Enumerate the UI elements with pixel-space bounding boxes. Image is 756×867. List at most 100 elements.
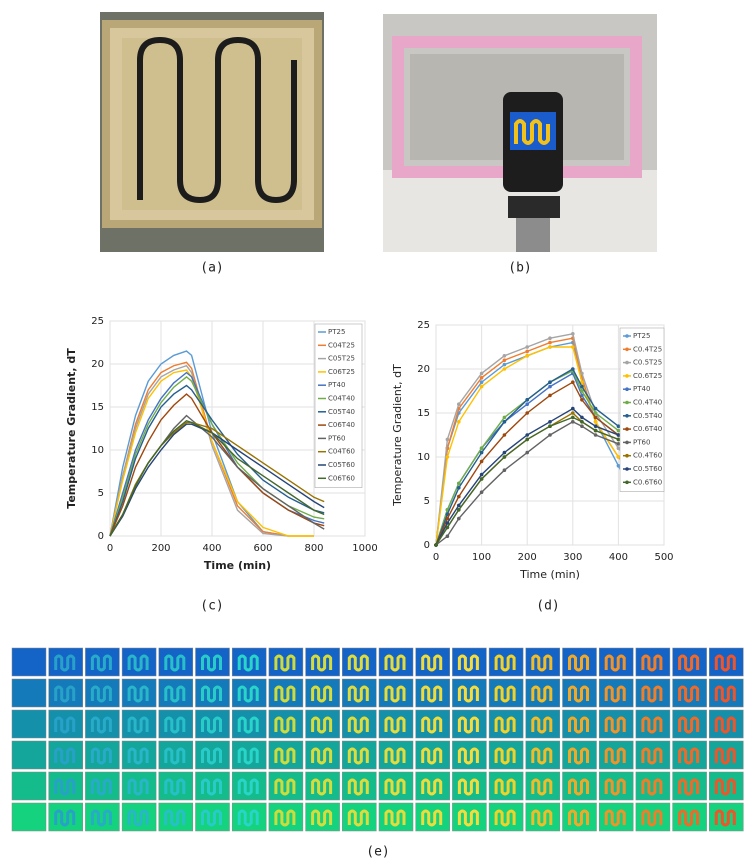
thumbnail <box>231 740 267 770</box>
legend-marker <box>625 387 629 392</box>
thumbnail <box>305 678 340 708</box>
heat-pattern <box>347 685 369 703</box>
heat-pattern <box>54 716 76 734</box>
point <box>479 384 484 389</box>
heat-pattern <box>457 685 479 703</box>
heat-pattern <box>164 778 186 796</box>
thumbnail <box>598 647 634 677</box>
point <box>479 490 484 495</box>
legend-marker <box>625 360 629 365</box>
point <box>502 354 507 358</box>
x-tick-label: 400 <box>202 543 221 554</box>
thumbnail <box>11 709 47 739</box>
point <box>571 411 575 415</box>
heat-pattern <box>678 654 700 672</box>
heat-pattern <box>604 685 626 703</box>
legend-label: C0.6T40 <box>633 425 662 433</box>
thumbnail <box>525 771 561 801</box>
x-tick-label: 500 <box>654 552 673 563</box>
heat-pattern <box>274 778 296 796</box>
legend-label: C04T60 <box>328 448 355 456</box>
thumbnail <box>231 802 267 832</box>
y-axis-label: Temperature Gradient, dT <box>391 364 404 507</box>
thumbnail <box>635 709 671 739</box>
thumbnail <box>378 678 414 708</box>
point <box>502 358 507 363</box>
thumbnail <box>525 802 561 832</box>
point <box>445 525 450 530</box>
legend-label: C0.5T60 <box>633 465 662 473</box>
heat-pattern <box>164 685 186 703</box>
heat-pattern <box>311 747 333 765</box>
point <box>479 371 484 376</box>
caption: (e) <box>366 845 389 860</box>
thumbnail <box>48 802 83 832</box>
heat-pattern <box>90 809 112 827</box>
heat-pattern <box>714 809 736 827</box>
thumbnail <box>85 740 120 770</box>
point <box>571 345 575 349</box>
thumbnail <box>709 709 744 739</box>
heat-pattern <box>568 778 589 796</box>
legend-label: C04T40 <box>328 395 355 403</box>
heat-pattern <box>384 654 406 672</box>
series-line <box>109 419 325 537</box>
thumbnail <box>525 678 561 708</box>
thumbnail <box>415 740 450 770</box>
thumbnail <box>231 647 267 677</box>
heat-pattern <box>714 747 736 765</box>
photo-b <box>383 14 657 252</box>
thumbnail <box>635 802 671 832</box>
point <box>593 406 598 411</box>
y-tick-label: 15 <box>91 402 104 413</box>
heat-pattern <box>311 685 333 703</box>
thumbnail <box>342 647 377 677</box>
point <box>548 340 552 345</box>
thumbnail <box>268 802 304 832</box>
heat-pattern <box>494 716 516 734</box>
heat-pattern <box>311 778 333 796</box>
heat-pattern <box>90 654 112 672</box>
point <box>548 345 552 349</box>
thumbnail <box>415 647 450 677</box>
legend-label: C05T25 <box>328 355 355 363</box>
point <box>479 472 484 477</box>
thumbnail <box>488 771 524 801</box>
point <box>616 428 621 433</box>
thumbnail <box>452 709 487 739</box>
series-line <box>435 381 626 546</box>
thumbnail <box>378 709 414 739</box>
legend-label: PT25 <box>633 332 650 340</box>
point <box>445 534 450 538</box>
legend-marker <box>625 347 629 352</box>
point <box>616 464 621 468</box>
legend-marker <box>625 427 629 431</box>
heat-pattern <box>678 685 700 703</box>
thumbnail <box>231 709 267 739</box>
thumbnail <box>452 647 487 677</box>
heat-pattern <box>568 716 589 734</box>
legend-label: C0.6T25 <box>633 372 662 380</box>
heat-pattern <box>714 654 736 672</box>
series-line <box>435 421 626 546</box>
heat-pattern <box>678 778 700 796</box>
point <box>616 446 621 451</box>
heat-pattern <box>384 747 406 765</box>
heat-pattern <box>641 747 663 765</box>
x-tick-label: 200 <box>151 543 170 554</box>
heat-pattern <box>421 716 443 734</box>
thumbnail <box>268 771 304 801</box>
thumbnail <box>452 740 487 770</box>
thumbnail <box>342 740 377 770</box>
thumbnail <box>709 740 744 770</box>
thumbnail <box>488 678 524 708</box>
point <box>593 424 598 429</box>
point <box>479 450 484 455</box>
thumbnail <box>378 647 414 677</box>
heat-pattern <box>201 716 222 734</box>
heat-pattern <box>641 809 663 827</box>
thumbnail <box>268 647 304 677</box>
thumbnail <box>635 771 671 801</box>
thumbnail <box>562 678 597 708</box>
caption: (a) <box>200 261 223 276</box>
